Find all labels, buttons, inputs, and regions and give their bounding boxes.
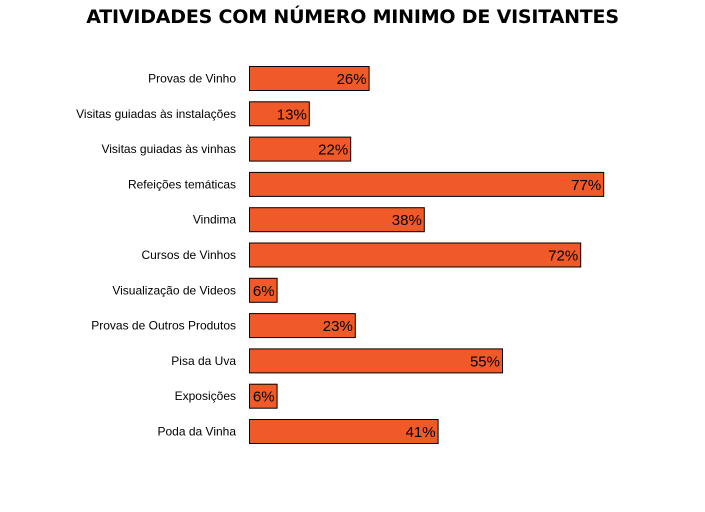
bar (249, 207, 425, 233)
data-label: 41% (406, 424, 436, 441)
bar (249, 277, 278, 303)
data-label: 26% (337, 71, 367, 88)
bar (249, 136, 352, 162)
category-label: Poda da Vinha (157, 425, 236, 439)
category-label: Visitas guiadas às instalações (76, 107, 236, 121)
data-label: 55% (470, 353, 500, 370)
bar (249, 101, 310, 127)
data-label: 6% (253, 283, 275, 300)
category-label: Exposições (175, 389, 236, 403)
category-label: Provas de Outros Produtos (91, 319, 236, 333)
bars-layer: Provas de Vinho 26% Visitas guiadas às ins… (76, 66, 605, 444)
category-label: Visitas guiadas às vinhas (101, 142, 236, 156)
bar (249, 242, 582, 268)
data-label: 72% (548, 248, 578, 265)
data-label: 38% (392, 212, 422, 229)
bar (249, 383, 278, 409)
bar (249, 348, 503, 374)
data-label: 23% (323, 318, 353, 335)
category-label: Visualização de Videos (112, 283, 236, 297)
category-label: Provas de Vinho (148, 72, 236, 86)
bar (249, 171, 605, 197)
chart-title: ATIVIDADES COM NÚMERO MINIMO DE VISITANT… (86, 6, 619, 28)
data-label: 22% (318, 142, 348, 159)
data-label: 77% (571, 177, 601, 194)
bar (249, 66, 370, 91)
category-label: Cursos de Vinhos (142, 248, 237, 262)
category-label: Pisa da Uva (171, 354, 236, 368)
data-label: 6% (253, 389, 275, 406)
bar (249, 313, 356, 339)
category-label: Vindima (193, 213, 236, 227)
category-label: Refeições temáticas (128, 177, 236, 191)
data-label: 13% (277, 106, 307, 123)
bar (249, 419, 439, 444)
